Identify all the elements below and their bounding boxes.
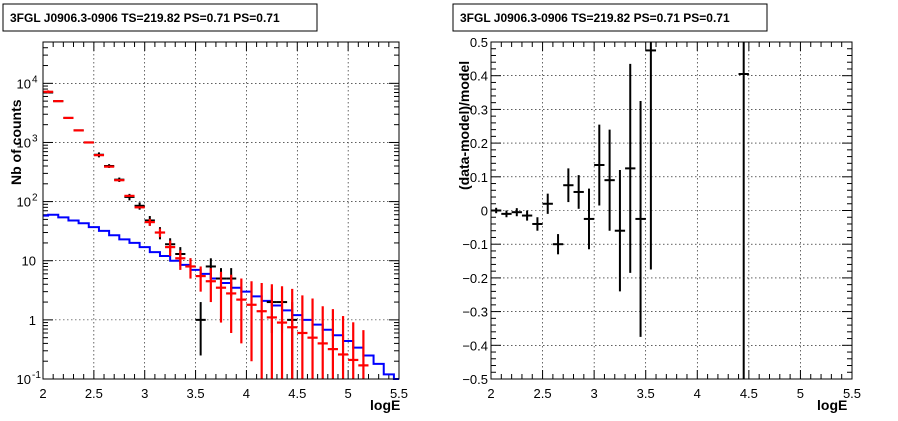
model-point xyxy=(246,281,257,362)
residual-x-tick-label: 2.5 xyxy=(534,386,552,401)
residual-x-tick-label: 3 xyxy=(591,386,598,401)
model-point xyxy=(256,283,267,379)
residual-point xyxy=(563,168,574,203)
model-point xyxy=(348,322,359,379)
model-point xyxy=(205,268,216,303)
residual-x-tick-label: 4.5 xyxy=(740,386,758,401)
model-point xyxy=(195,266,206,292)
residual-point xyxy=(573,175,584,209)
counts-y-tick-label: 10 xyxy=(17,76,31,91)
counts-y-tick-label: 10 xyxy=(17,135,31,150)
counts-y-tick-label: 10 xyxy=(17,372,31,387)
model-point xyxy=(185,258,196,279)
counts-x-tick-label: 2 xyxy=(39,386,46,401)
residual-y-tick-label: 0.1 xyxy=(470,170,488,185)
residual-point xyxy=(583,188,595,250)
residual-y-tick-label: 0.4 xyxy=(470,69,488,84)
model-point xyxy=(165,240,176,257)
model-point xyxy=(236,278,247,344)
residual-point xyxy=(532,217,543,231)
model-point xyxy=(276,286,288,379)
residual-plot-area: 2 2.5 3 3.5 4 4.5 5 5.5 0.5 0.4 0.3 0.2 0.1 0 −0.1 −0.2… xyxy=(462,35,861,401)
residual-y-tick-label: −0.1 xyxy=(462,237,488,252)
residual-y-tick-label: 0 xyxy=(481,204,488,219)
residual-x-tick-label: 4 xyxy=(694,386,701,401)
residual-point xyxy=(635,100,646,337)
counts-x-tick-label: 4 xyxy=(243,386,250,401)
residual-x-axis-title: logE xyxy=(817,397,847,413)
counts-y-tick-exponent: 4 xyxy=(32,74,38,85)
residual-title: 3FGL J0906.3-0906 TS=219.82 PS=0.71 PS=0… xyxy=(460,11,730,25)
model-point xyxy=(175,250,186,270)
counts-x-tick-label: 2.5 xyxy=(85,386,103,401)
model-point xyxy=(215,271,227,323)
residual-point xyxy=(552,234,564,255)
residual-y-tick-label: 0.3 xyxy=(470,102,488,117)
residual-point xyxy=(542,193,553,214)
residual-y-tick-label: 0.5 xyxy=(470,35,488,50)
counts-x-axis-title: logE xyxy=(370,397,400,413)
residual-point xyxy=(604,129,615,231)
residual-point xyxy=(511,208,522,217)
counts-x-tick-label: 5 xyxy=(345,386,352,401)
residual-title-box xyxy=(452,3,768,32)
model-point xyxy=(317,306,328,379)
counts-y-tick-label: 10 xyxy=(17,195,31,210)
model-point xyxy=(337,316,349,379)
counts-title-box xyxy=(2,3,318,32)
model-point xyxy=(287,288,298,379)
residual-point xyxy=(501,210,512,218)
counts-x-tick-label: 4.5 xyxy=(288,386,306,401)
counts-y-tick-label: 1 xyxy=(29,313,36,328)
model-point xyxy=(144,218,155,226)
model-point xyxy=(154,228,166,238)
residual-x-tick-label: 5 xyxy=(797,386,804,401)
residual-point xyxy=(625,63,636,273)
counts-x-tick-label: 3.5 xyxy=(187,386,205,401)
model-point xyxy=(327,309,338,379)
residual-y-axis-title: (data-model)/model xyxy=(456,61,472,190)
model-point xyxy=(307,298,318,379)
model-point xyxy=(43,90,54,94)
model-point xyxy=(226,274,237,333)
residual-point xyxy=(738,42,749,379)
data-point xyxy=(134,202,145,210)
residual-x-tick-label: 5.5 xyxy=(843,386,861,401)
residual-y-tick-label: 0.2 xyxy=(470,136,488,151)
residual-y-tick-label: −0.5 xyxy=(462,372,488,387)
residual-point xyxy=(594,124,605,206)
counts-y-tick-exponent: -1 xyxy=(32,370,41,381)
residual-y-tick-label: −0.4 xyxy=(462,338,488,353)
counts-y-tick-exponent: 3 xyxy=(32,133,38,144)
counts-y-axis-title: Nb of counts xyxy=(8,99,24,185)
residual-x-tick-label: 3.5 xyxy=(637,386,655,401)
counts-title: 3FGL J0906.3-0906 TS=219.82 PS=0.71 PS=0… xyxy=(10,11,280,25)
residual-point xyxy=(645,42,657,270)
model-point xyxy=(297,295,308,379)
residual-panel: 2 2.5 3 3.5 4 4.5 5 5.5 0.5 0.4 0.3 0.2 0.1 0 −0.1 −0.2… xyxy=(452,3,861,413)
residual-y-tick-label: −0.3 xyxy=(462,305,488,320)
data-point xyxy=(195,302,206,356)
counts-x-tick-label: 5.5 xyxy=(390,386,408,401)
model-point xyxy=(266,284,277,379)
residual-y-tick-label: −0.2 xyxy=(462,271,488,286)
residual-frame xyxy=(490,41,853,380)
residual-x-tick-label: 2 xyxy=(487,386,494,401)
model-point xyxy=(358,330,369,379)
residual-point xyxy=(614,170,626,292)
counts-x-tick-label: 3 xyxy=(141,386,148,401)
counts-y-tick-label: 10 xyxy=(22,254,36,269)
residual-point xyxy=(521,210,533,221)
residual-point xyxy=(491,207,502,214)
counts-y-tick-exponent: 2 xyxy=(32,193,38,204)
counts-frame xyxy=(42,41,400,380)
